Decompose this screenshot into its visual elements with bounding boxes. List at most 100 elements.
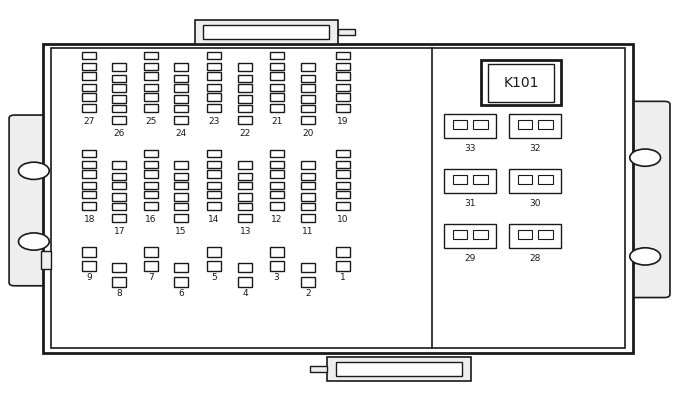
Text: 23: 23 (208, 117, 220, 126)
Bar (270, 161, 284, 168)
Text: 1: 1 (340, 273, 346, 282)
Bar (174, 277, 188, 287)
Bar (238, 105, 252, 112)
Bar (336, 84, 350, 91)
Bar (301, 84, 315, 92)
Bar (83, 191, 97, 198)
Text: 21: 21 (271, 117, 282, 126)
Bar (238, 203, 252, 210)
Circle shape (630, 248, 661, 265)
Bar (206, 170, 220, 178)
Bar (301, 214, 315, 222)
Bar (301, 263, 315, 272)
Bar (144, 261, 158, 271)
Bar (174, 182, 188, 189)
Bar (517, 120, 532, 129)
Bar (83, 105, 97, 112)
Bar (206, 84, 220, 91)
Text: 14: 14 (208, 215, 220, 224)
Bar (301, 193, 315, 201)
Bar (270, 93, 284, 101)
Text: 10: 10 (337, 215, 349, 224)
Bar (301, 63, 315, 71)
Bar (238, 161, 252, 169)
Bar (238, 95, 252, 103)
Bar (336, 261, 350, 271)
Text: 8: 8 (117, 289, 122, 298)
Text: 20: 20 (302, 129, 314, 138)
Bar (453, 120, 468, 129)
Bar (336, 149, 350, 157)
Text: 24: 24 (175, 129, 187, 138)
Bar (206, 261, 220, 271)
Bar (113, 84, 127, 92)
Text: 17: 17 (113, 227, 125, 236)
Bar (538, 175, 553, 184)
Bar (206, 63, 220, 70)
Text: 3: 3 (274, 273, 279, 282)
Bar (336, 182, 350, 189)
Bar (328, 357, 470, 380)
Bar (113, 95, 127, 103)
Bar (83, 202, 97, 210)
Bar (270, 182, 284, 189)
Bar (113, 161, 127, 169)
Bar (301, 105, 315, 112)
Bar (444, 169, 496, 193)
Bar (206, 72, 220, 80)
Bar (206, 248, 220, 257)
Bar (238, 263, 252, 272)
Bar (113, 214, 127, 222)
Text: 7: 7 (148, 273, 154, 282)
Bar (473, 120, 488, 129)
Bar (174, 116, 188, 124)
Bar (336, 161, 350, 168)
Bar (453, 175, 468, 184)
Bar (238, 277, 252, 287)
Bar (43, 44, 633, 353)
Bar (336, 93, 350, 101)
Bar (473, 230, 488, 239)
Bar (270, 261, 284, 271)
Bar (509, 114, 561, 138)
Text: 11: 11 (302, 227, 314, 236)
Text: 12: 12 (271, 215, 282, 224)
Bar (206, 182, 220, 189)
Bar (301, 116, 315, 124)
Bar (83, 170, 97, 178)
Bar (144, 191, 158, 198)
Text: K101: K101 (503, 76, 539, 90)
Bar (336, 362, 462, 376)
Bar (174, 75, 188, 82)
Text: 30: 30 (529, 199, 541, 208)
Bar (270, 149, 284, 157)
Bar (113, 263, 127, 272)
Bar (238, 63, 252, 71)
Bar (336, 191, 350, 198)
Bar (83, 72, 97, 80)
Bar (83, 149, 97, 157)
Bar (206, 161, 220, 168)
Bar (41, 252, 51, 269)
Bar (301, 182, 315, 189)
Bar (238, 75, 252, 82)
Bar (83, 51, 97, 59)
Bar (517, 230, 532, 239)
Text: 19: 19 (337, 117, 349, 126)
Bar (174, 203, 188, 210)
Bar (301, 75, 315, 82)
Bar (203, 25, 330, 39)
Bar (174, 95, 188, 103)
Bar (144, 63, 158, 70)
Text: 32: 32 (529, 144, 541, 153)
Text: 4: 4 (242, 289, 248, 298)
Bar (453, 230, 468, 239)
Text: 27: 27 (84, 117, 95, 126)
Bar (113, 277, 127, 287)
Bar (113, 63, 127, 71)
Bar (336, 248, 350, 257)
Bar (174, 63, 188, 71)
Bar (113, 75, 127, 82)
Bar (509, 169, 561, 193)
Bar (144, 149, 158, 157)
